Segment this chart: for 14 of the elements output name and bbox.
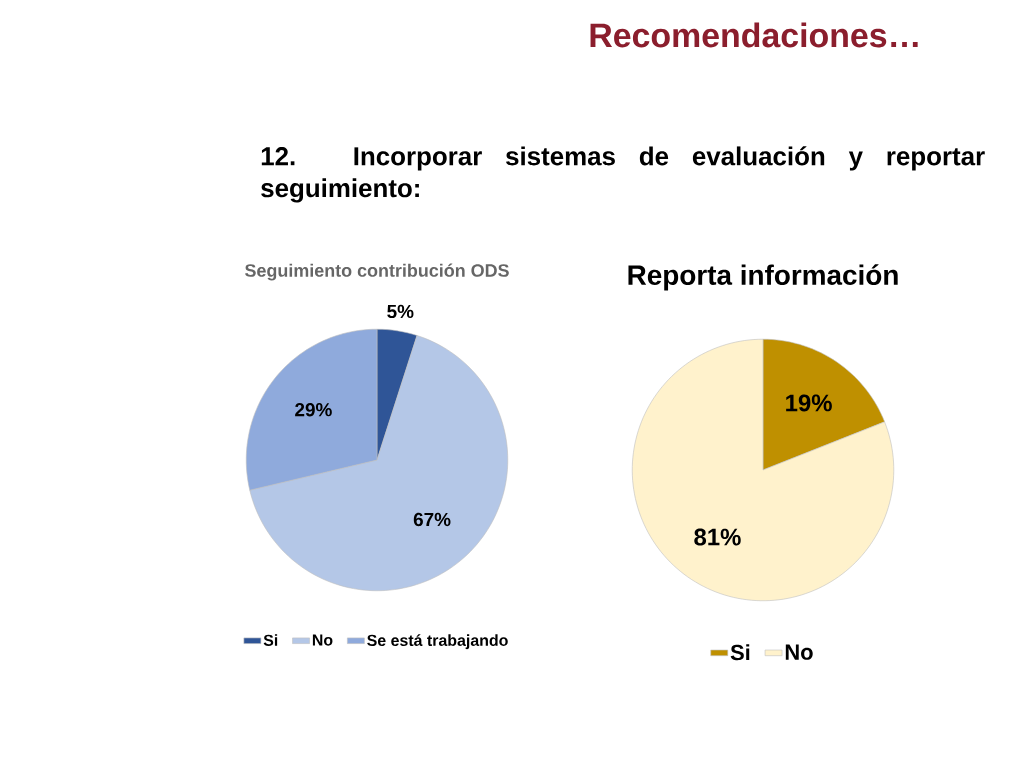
data-label: 29% [295,403,332,417]
text: 12. Incorporar sistemas de evaluación y reportar seguimiento: [261,146,985,203]
legend-label: No [785,644,813,660]
data-label: 19% [786,394,832,412]
data-label: 81% [694,528,741,546]
chart-title: Reporta información [628,264,898,291]
chart-title: Seguimiento contribución ODS [245,263,509,281]
legend-label: No [312,634,333,646]
legend-label: Si [730,644,750,661]
data-label: 67% [413,512,451,527]
legend-label: Se está trabajando [367,634,508,650]
text: Recomendaciones… [590,22,918,48]
data-label: 5% [387,304,414,319]
legend-label: Si [263,634,278,646]
